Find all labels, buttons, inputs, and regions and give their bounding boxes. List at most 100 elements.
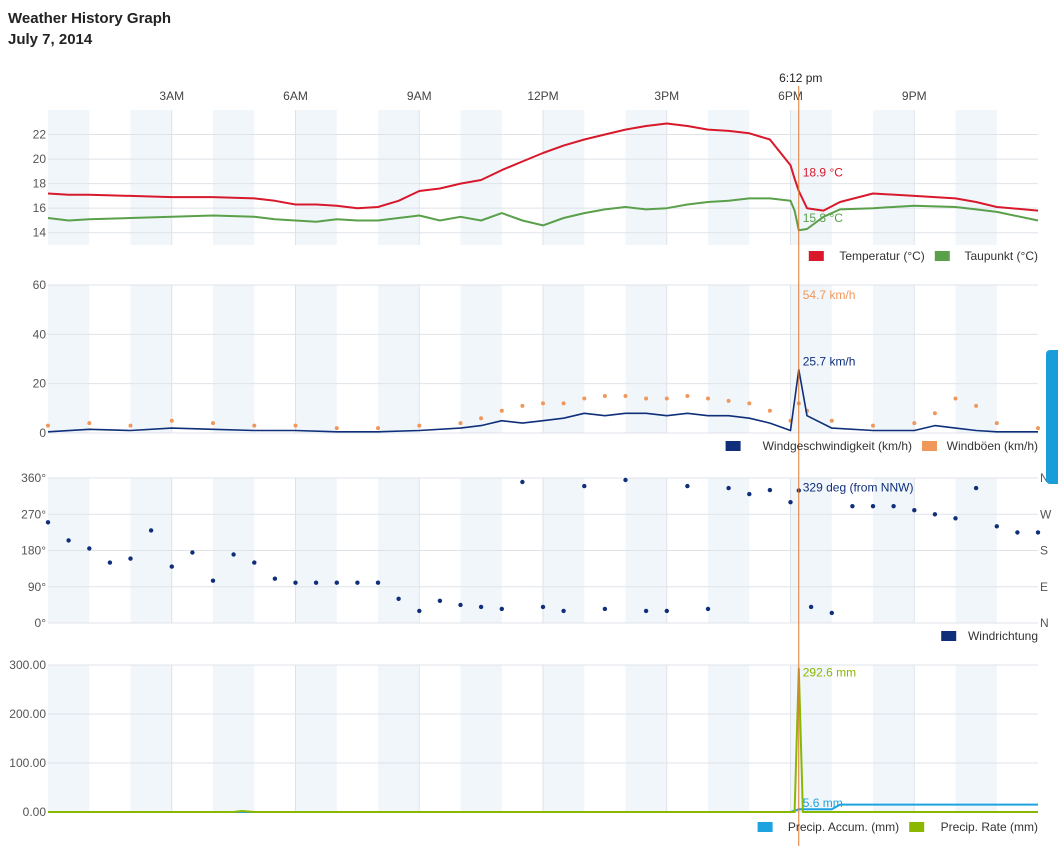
wind-gust-point <box>623 394 628 398</box>
wind-gust-point <box>128 423 133 428</box>
x-tick-label: 9AM <box>407 89 432 103</box>
wind-gust-point <box>252 423 257 428</box>
wind-gust-point <box>417 423 422 428</box>
wind-direction-point <box>45 520 51 525</box>
wind-direction-point <box>210 578 216 583</box>
x-tick-label: 3PM <box>654 89 679 103</box>
legend-label: Precip. Accum. (mm) <box>788 820 899 834</box>
time-band <box>48 665 90 812</box>
wind-gust-point <box>211 421 215 426</box>
wind-direction-point <box>375 580 381 585</box>
wind-gust-point <box>932 411 937 416</box>
wind-gust-point <box>994 421 999 426</box>
time-band <box>460 285 502 433</box>
x-tick-label: 12PM <box>527 89 558 103</box>
wind-direction-point <box>664 608 669 614</box>
x-tick-label: 6AM <box>283 89 308 103</box>
wind-direction-point <box>128 556 133 561</box>
y-tick-label: 90° <box>28 580 46 594</box>
wind-direction-point <box>66 538 71 543</box>
dewpoint-value-label: 15.8 °C <box>803 211 843 225</box>
wind-gust-point <box>376 426 380 431</box>
wind-direction-point <box>355 580 360 585</box>
wind-gust-point <box>706 396 710 401</box>
page-title: Weather History Graph July 7, 2014 <box>8 8 171 50</box>
wind-gust-point <box>664 396 669 401</box>
legend-label: Windböen (km/h) <box>947 439 1038 453</box>
time-band <box>543 665 585 812</box>
wind-direction-point <box>458 602 463 608</box>
y2-tick-label: S <box>1040 544 1048 558</box>
wind-direction-point <box>561 608 566 614</box>
time-band <box>708 285 750 433</box>
y-tick-label: 40 <box>33 327 47 341</box>
legend-label: Windrichtung <box>968 629 1038 643</box>
dewpoint-line <box>47 197 1039 232</box>
wind-direction-point <box>870 504 876 509</box>
time-band <box>955 665 997 812</box>
temperature-line <box>47 122 1039 212</box>
wind-direction-point <box>953 516 958 521</box>
y-tick-label: 14 <box>33 226 47 240</box>
wind-direction-point <box>850 504 855 509</box>
y-tick-label: 18 <box>33 177 47 191</box>
y-tick-label: 16 <box>33 201 47 215</box>
y2-tick-label: E <box>1040 580 1048 594</box>
x-tick-label: 6PM <box>778 89 803 103</box>
gust-value-label: 54.7 km/h <box>803 288 856 302</box>
y-tick-label: 0° <box>35 616 47 630</box>
y-tick-label: 360° <box>21 471 46 485</box>
y-tick-label: 22 <box>33 128 47 142</box>
wind-direction-point <box>272 576 278 581</box>
wind-direction-point <box>417 608 422 614</box>
y-tick-label: 0.00 <box>23 805 47 819</box>
wind-direction-point <box>932 512 938 517</box>
time-band <box>543 110 585 245</box>
wind-gust-point <box>479 416 484 421</box>
wind-direction-point <box>293 580 298 585</box>
wind-gust-point <box>520 403 525 408</box>
wind-direction-point <box>808 604 814 610</box>
wind-direction-point <box>973 485 979 491</box>
precip-accum-value-label: 5.6 mm <box>803 796 843 810</box>
wind-gust-point <box>747 401 752 406</box>
legend-label: Precip. Rate (mm) <box>941 820 1038 834</box>
wind-direction-point <box>685 483 690 489</box>
wind-gust-point <box>1036 426 1040 431</box>
wind-direction-point <box>169 564 174 569</box>
wind-gust-point <box>46 423 50 428</box>
y-tick-label: 20 <box>33 377 47 391</box>
wind-direction-point <box>231 552 236 557</box>
time-band <box>955 285 997 433</box>
side-tab-button[interactable] <box>1046 350 1058 484</box>
y-tick-label: 20 <box>33 152 47 166</box>
legend-swatch <box>941 631 957 641</box>
wind-gust-point <box>458 421 463 426</box>
wind-gust-point <box>953 396 958 401</box>
time-band <box>873 285 915 433</box>
wind-gust-point <box>602 394 607 398</box>
wind-gust-point <box>974 403 979 408</box>
crosshair-time-label: 6:12 pm <box>779 71 822 85</box>
wind-direction-point <box>767 487 773 493</box>
time-band <box>708 665 750 812</box>
wind-gust-point <box>87 421 92 426</box>
wind-gust-point <box>829 418 834 423</box>
legend-swatch <box>757 822 773 832</box>
time-band <box>378 665 420 812</box>
time-band <box>130 665 172 812</box>
time-band <box>295 665 337 812</box>
legend-swatch <box>808 251 824 261</box>
legend-swatch <box>922 441 937 451</box>
wind-gust-point <box>169 418 174 423</box>
wind-direction-point <box>107 560 113 565</box>
time-band <box>790 285 832 433</box>
time-band <box>955 110 997 245</box>
time-band <box>130 285 172 433</box>
wind-direction-point <box>87 546 92 551</box>
y-tick-label: 300.00 <box>9 658 46 672</box>
legend-swatch <box>725 441 741 451</box>
time-band <box>873 665 915 812</box>
wind-direction-point <box>726 485 731 491</box>
